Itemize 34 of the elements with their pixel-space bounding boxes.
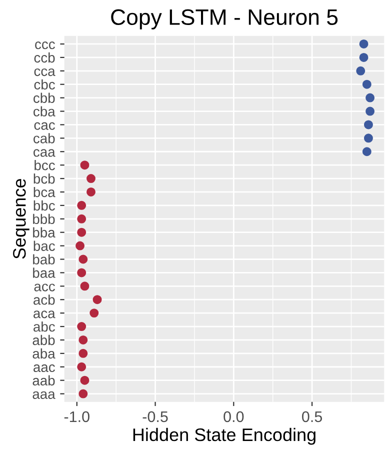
y-tick-label: cba <box>34 106 56 116</box>
y-tick-label: aca <box>34 310 56 318</box>
y-tick-label: bba <box>33 227 56 238</box>
x-tick-label: -1.0 <box>64 411 90 422</box>
y-tick-label: bca <box>34 186 56 198</box>
y-tick-label: aac <box>34 364 55 372</box>
y-tick-label: bab <box>33 254 55 264</box>
y-tick-label: aaa <box>32 391 56 399</box>
y-tick-label: bac <box>34 240 55 251</box>
y-tick-label: bcc <box>34 160 55 170</box>
y-tick-label: abc <box>34 321 55 332</box>
y-tick-label: cbb <box>34 92 55 103</box>
y-tick-label: ccc <box>35 42 55 50</box>
y-tick-label: abb <box>32 334 55 346</box>
x-tick-label: 0.0 <box>224 411 244 422</box>
y-tick-label: caa <box>34 149 56 157</box>
y-tick-label: aab <box>32 375 55 386</box>
y-tick-label: aba <box>32 348 56 359</box>
y-tick-label: bbc <box>34 200 55 211</box>
chart-title: Copy LSTM - Neuron 5 <box>111 9 338 30</box>
y-tick-label: cbc <box>34 79 55 90</box>
y-tick-label: ccb <box>34 52 55 63</box>
x-tick-label: 0.5 <box>302 411 322 422</box>
y-tick-label: cac <box>34 122 55 130</box>
y-axis-title: Sequence <box>13 179 30 259</box>
y-tick-label: baa <box>33 268 56 278</box>
y-tick-label: acc <box>34 284 55 292</box>
y-tick-label: bbb <box>33 214 55 224</box>
y-tick-label: cca <box>34 68 56 76</box>
x-axis-title: Hidden State Encoding <box>133 428 316 445</box>
y-tick-label: bcb <box>34 173 55 184</box>
y-tick-label: acb <box>34 294 55 305</box>
y-tick-label: cab <box>34 133 55 144</box>
x-tick-label: -0.5 <box>142 411 168 422</box>
